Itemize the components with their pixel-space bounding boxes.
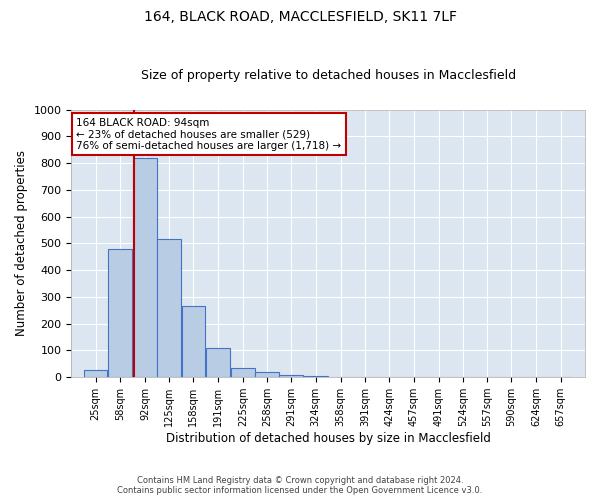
- Title: Size of property relative to detached houses in Macclesfield: Size of property relative to detached ho…: [140, 69, 516, 82]
- Bar: [182, 306, 205, 377]
- Bar: [206, 348, 230, 377]
- Bar: [157, 240, 181, 377]
- Bar: [304, 376, 328, 377]
- X-axis label: Distribution of detached houses by size in Macclesfield: Distribution of detached houses by size …: [166, 432, 491, 445]
- Bar: [255, 372, 279, 377]
- Bar: [133, 158, 157, 377]
- Text: 164, BLACK ROAD, MACCLESFIELD, SK11 7LF: 164, BLACK ROAD, MACCLESFIELD, SK11 7LF: [143, 10, 457, 24]
- Bar: [329, 376, 353, 377]
- Bar: [231, 368, 254, 377]
- Bar: [280, 375, 303, 377]
- Y-axis label: Number of detached properties: Number of detached properties: [15, 150, 28, 336]
- Bar: [108, 248, 133, 377]
- Bar: [83, 370, 107, 377]
- Text: Contains HM Land Registry data © Crown copyright and database right 2024.
Contai: Contains HM Land Registry data © Crown c…: [118, 476, 482, 495]
- Text: 164 BLACK ROAD: 94sqm
← 23% of detached houses are smaller (529)
76% of semi-det: 164 BLACK ROAD: 94sqm ← 23% of detached …: [76, 118, 341, 151]
